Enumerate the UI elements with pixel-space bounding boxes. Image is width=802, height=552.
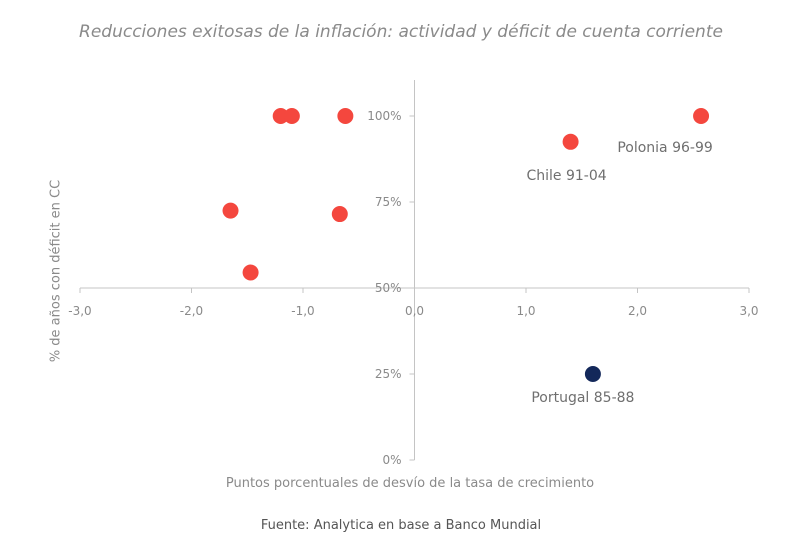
x-tick-label: -3,0 (68, 304, 91, 318)
data-point (222, 202, 239, 219)
x-tick-label: 2,0 (628, 304, 647, 318)
point-label: Portugal 85-88 (531, 390, 634, 406)
point-label: Polonia 96-99 (617, 140, 712, 156)
x-tick-label: -1,0 (291, 304, 314, 318)
data-point (331, 206, 348, 223)
data-point (242, 264, 259, 281)
source-note: Fuente: Analytica en base a Banco Mundia… (260, 518, 542, 533)
data-point (693, 108, 710, 124)
x-axis-label: Puntos porcentuales de desvío de la tasa… (225, 476, 595, 491)
x-tick-label: 1,0 (516, 304, 535, 318)
y-tick-label: 25% (375, 367, 402, 381)
y-tick-label: 100% (367, 109, 401, 123)
y-tick-label: 75% (375, 195, 402, 209)
y-tick-label: 0% (382, 453, 401, 467)
data-point (272, 108, 289, 124)
data-point (584, 366, 601, 382)
data-point (283, 108, 300, 124)
x-tick-label: -2,0 (180, 304, 203, 318)
y-tick-label: 50% (375, 281, 402, 295)
chart-title: Reducciones exitosas de la inflación: ac… (79, 22, 723, 42)
y-axis-label: % de años con déficit en CC (48, 179, 64, 363)
data-point (562, 133, 579, 150)
data-point (337, 108, 354, 124)
x-tick-label: 0,0 (405, 304, 424, 318)
x-tick-label: 3,0 (739, 304, 758, 318)
point-label: Chile 91-04 (527, 168, 607, 184)
